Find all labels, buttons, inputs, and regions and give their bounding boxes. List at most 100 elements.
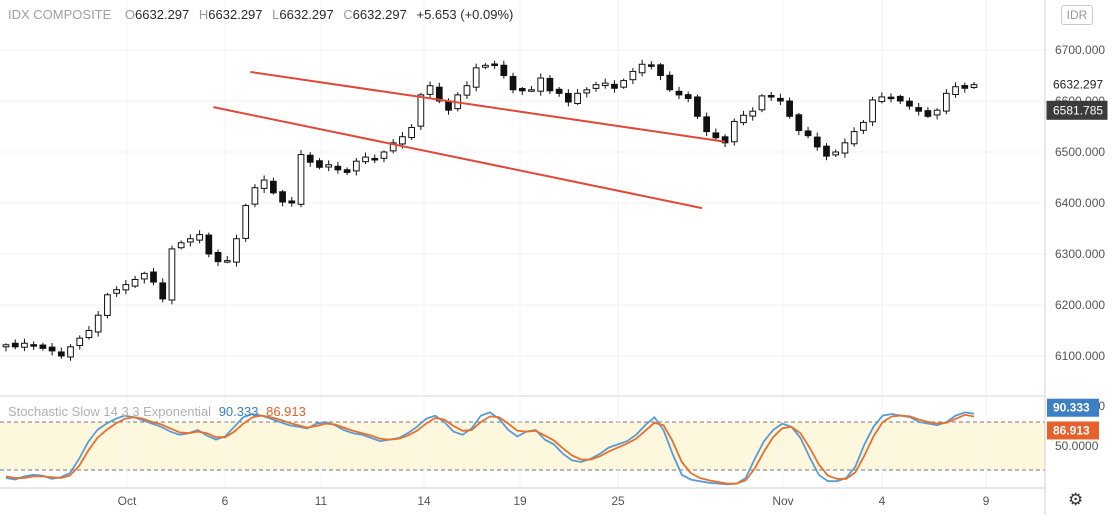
candle-body	[491, 63, 498, 67]
time-tick-label: 11	[315, 494, 328, 508]
candle-body	[601, 82, 609, 86]
last-price-tag	[1046, 75, 1108, 95]
price-tick-label: 6300.000	[1055, 247, 1105, 261]
candle-body	[740, 114, 747, 124]
time-tick-label: Oct	[118, 494, 137, 508]
candle-body	[878, 96, 886, 102]
candle-body	[777, 97, 784, 102]
trend-channel[interactable]	[213, 70, 726, 210]
candle-body	[970, 84, 978, 88]
candle-body	[445, 100, 452, 111]
stochastic-name[interactable]: Stochastic Slow 14 3 3 Exponential	[8, 404, 212, 419]
candle-body	[269, 180, 277, 194]
symbol-name[interactable]: IDX COMPOSITE	[8, 7, 112, 22]
stochastic-band	[0, 421, 1045, 471]
candle-body	[703, 116, 711, 133]
candle-body	[76, 337, 84, 347]
candle-body	[555, 88, 563, 94]
stochastic-lines	[5, 411, 975, 486]
candle-body	[721, 136, 729, 144]
candlestick-series	[2, 59, 978, 361]
candle-body	[168, 248, 176, 301]
stochastic-legend[interactable]: Stochastic Slow 14 3 3 Exponential 90.33…	[8, 404, 306, 419]
candle-body	[482, 64, 489, 68]
candle-body	[730, 120, 738, 143]
candle-body	[67, 346, 74, 358]
candle-body	[104, 294, 111, 316]
candle-body	[334, 165, 342, 171]
candle-body	[242, 205, 250, 239]
high-value: 6632.297	[208, 7, 263, 22]
candle-body	[150, 271, 157, 283]
candle-body	[592, 84, 600, 89]
candle-body	[94, 314, 102, 333]
stochastic-d-tag	[1047, 421, 1099, 440]
candle-body	[638, 63, 646, 74]
price-tag-label: 6581.785	[1053, 103, 1103, 117]
candle-body	[343, 169, 351, 173]
candle-body	[352, 160, 360, 172]
candle-body	[841, 142, 849, 154]
candle-body	[675, 90, 683, 96]
currency-button[interactable]: IDR	[1061, 5, 1093, 25]
candle-body	[694, 96, 701, 117]
candle-body	[472, 67, 480, 88]
candle-body	[620, 80, 628, 88]
candle-body	[426, 85, 434, 95]
candle-body	[417, 94, 425, 127]
candle-body	[749, 110, 757, 117]
close-label: C	[343, 7, 353, 22]
price-tick-label: 6400.000	[1055, 196, 1105, 210]
candle-body	[205, 234, 213, 255]
candle-body	[896, 95, 904, 102]
time-axis[interactable]: Oct 6 11 14 19 25 Nov 4 9	[118, 494, 990, 508]
stochastic-k-tag-label: 90.333	[1053, 401, 1090, 415]
stochastic-k-line	[5, 411, 975, 486]
candle-body	[657, 64, 664, 77]
change-value: +5.653 (+0.09%)	[416, 7, 514, 22]
stochastic-d-line	[5, 413, 975, 485]
time-tick-label: 25	[611, 494, 625, 508]
time-tick-label: 14	[417, 494, 431, 508]
candle-body	[647, 64, 655, 67]
gear-icon[interactable]: ⚙	[1068, 490, 1084, 509]
candle-body	[21, 342, 28, 348]
channel-lower-line[interactable]	[213, 106, 703, 210]
candle-body	[288, 200, 296, 204]
candle-body	[131, 279, 139, 287]
channel-upper-line[interactable]	[250, 70, 726, 143]
price-tick-label: 6700.000	[1055, 43, 1105, 57]
candle-body	[399, 136, 406, 145]
candle-body	[869, 99, 876, 123]
candle-body	[518, 88, 526, 92]
price-tick-label: 6200.000	[1055, 298, 1105, 312]
candle-body	[85, 330, 93, 339]
candle-body	[113, 289, 120, 294]
candle-body	[2, 344, 10, 348]
candle-body	[952, 86, 959, 95]
price-grid	[0, 49, 1045, 357]
candle-body	[279, 191, 286, 203]
stochastic-d-value: 86.913	[266, 404, 306, 419]
time-tick-label: 6	[222, 494, 229, 508]
candle-body	[528, 89, 535, 92]
candle-body	[408, 127, 415, 139]
candle-body	[537, 77, 545, 92]
candle-body	[233, 238, 240, 263]
candle-body	[187, 238, 194, 243]
candle-body	[214, 251, 222, 263]
candle-body	[887, 96, 895, 100]
candle-body	[509, 76, 517, 91]
candle-body	[11, 342, 19, 348]
candle-body	[583, 89, 591, 94]
candle-body	[389, 142, 397, 152]
candle-body	[546, 77, 554, 92]
time-tick-label: 4	[879, 494, 886, 508]
stochastic-k-tag	[1047, 398, 1099, 417]
candle-body	[297, 154, 305, 205]
candle-body	[260, 179, 268, 189]
candle-body	[629, 70, 637, 81]
low-value: 6632.297	[279, 7, 334, 22]
